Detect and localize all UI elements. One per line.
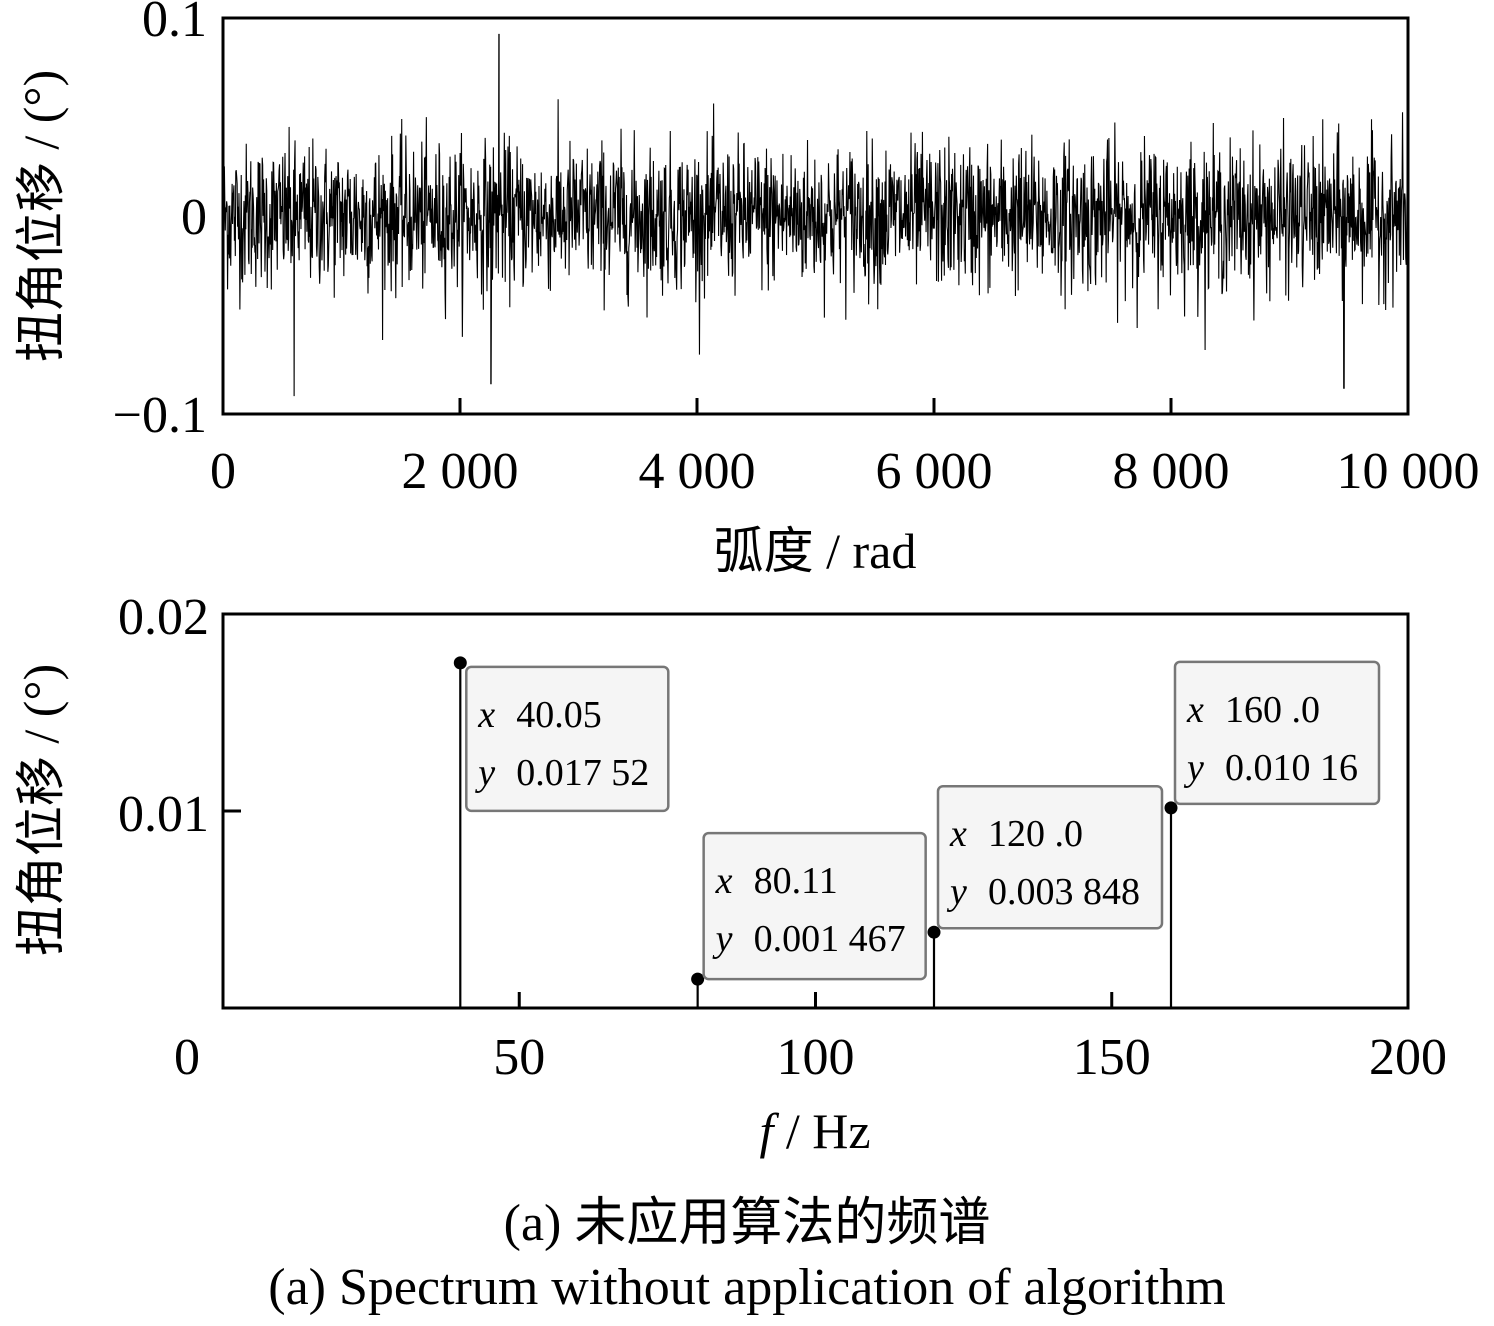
data-tip-y-symbol: y	[946, 871, 967, 913]
data-tip-x-value: 120 .0	[988, 813, 1083, 855]
data-tip-box	[936, 784, 1164, 930]
data-tip-y-value: 0.003 848	[988, 871, 1140, 913]
data-tip-marker	[1164, 801, 1178, 815]
caption-chinese: (a) 未应用算法的频谱	[503, 1195, 991, 1252]
data-tip-box	[1173, 660, 1381, 806]
data-tip-x-symbol: x	[477, 694, 495, 736]
top-x-tick-label: 4 000	[639, 443, 756, 500]
data-tip-marker	[927, 925, 941, 939]
bottom-chart: 0 50 100 150 200 0.02 0.01 x 40.05 y 0.017 52 x 80…	[13, 589, 1447, 1159]
noise-signal-line	[222, 33, 1409, 397]
data-tip-x-symbol: x	[1186, 689, 1204, 731]
data-tip-box	[465, 665, 670, 813]
top-y-tick-label: 0.1	[142, 0, 207, 48]
top-x-tick-label: 10 000	[1337, 443, 1480, 500]
top-y-ticks: 0.1 0 −0.1	[113, 0, 207, 444]
bottom-x-tick-label: 0	[174, 1029, 200, 1086]
data-tip-y-value: 0.010 16	[1225, 747, 1358, 789]
bottom-x-ticks: 0 50 100 150 200	[174, 992, 1447, 1086]
data-tip-x-symbol: x	[949, 813, 967, 855]
top-plot-frame	[221, 16, 1410, 416]
data-tip-x-symbol: x	[715, 860, 733, 902]
bottom-x-axis-label: f / Hz	[759, 1103, 870, 1159]
top-x-tick-label: 8 000	[1113, 443, 1230, 500]
bottom-y-ticks: 0.02 0.01	[118, 589, 241, 843]
top-y-tick-label: 0	[181, 189, 207, 246]
bottom-y-tick-label: 0.02	[118, 589, 209, 646]
top-y-axis-label: 扭角位移 / (°)	[13, 70, 69, 362]
bottom-x-tick-label: 150	[1073, 1029, 1151, 1086]
x-label-unit: / Hz	[773, 1103, 870, 1159]
data-tip-x-value: 80.11	[754, 860, 838, 902]
data-tip-y-symbol: y	[1183, 747, 1204, 789]
top-x-tick-label: 2 000	[402, 443, 519, 500]
data-tip-marker	[691, 972, 705, 986]
bottom-x-tick-label: 50	[493, 1029, 545, 1086]
bottom-y-axis-label: 扭角位移 / (°)	[13, 664, 69, 956]
top-y-tick-label: −0.1	[113, 387, 207, 444]
data-tip-marker	[453, 656, 467, 670]
data-tip-x-value: 40.05	[516, 694, 602, 736]
data-tip-x-value: 160 .0	[1225, 689, 1320, 731]
top-x-tick-label: 0	[210, 443, 236, 500]
bottom-x-tick-label: 200	[1369, 1029, 1447, 1086]
data-tip-y-value: 0.017 52	[516, 752, 649, 794]
bottom-y-tick-label: 0.01	[118, 786, 209, 843]
top-x-ticks: 0 2 000 4 000 6 000 8 000 10 000	[210, 398, 1480, 500]
top-x-tick-label: 6 000	[876, 443, 993, 500]
data-tip-y-value: 0.001 467	[754, 918, 906, 960]
data-tip-y-symbol: y	[474, 752, 495, 794]
caption-english: (a) Spectrum without application of algo…	[268, 1259, 1226, 1316]
data-tip-y-symbol: y	[712, 918, 733, 960]
data-tip-box	[702, 831, 927, 981]
bottom-x-tick-label: 100	[777, 1029, 855, 1086]
top-x-axis-label: 弧度 / rad	[714, 523, 917, 579]
